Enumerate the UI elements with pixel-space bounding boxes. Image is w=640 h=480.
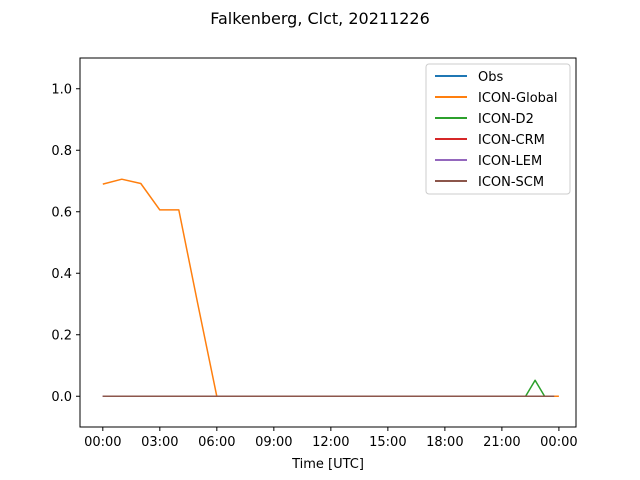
- plot-frame: [79, 57, 577, 428]
- x-axis: 00:00 03:00 06:00 09:00 12:00 15:00 18:00 21:00…: [84, 427, 578, 450]
- legend-entry-label: ICON-CRM: [478, 133, 545, 148]
- y-tick-label: 0.8: [51, 144, 72, 159]
- y-tick-label: 1.0: [51, 82, 72, 97]
- x-axis-label: Time [UTC]: [291, 457, 364, 472]
- y-tick-label: 0.2: [51, 328, 72, 343]
- y-tick-label: 0.6: [51, 205, 72, 220]
- legend-entry-label: ICON-D2: [478, 112, 534, 127]
- legend-entry-label: Obs: [478, 70, 503, 85]
- x-tick-label: 12:00: [312, 435, 349, 450]
- x-tick-label: 06:00: [198, 435, 235, 450]
- x-tick-label: 18:00: [426, 435, 463, 450]
- series-line-icon-global: [102, 178, 559, 398]
- x-tick-label: 09:00: [255, 435, 292, 450]
- legend-entry-label: ICON-SCM: [478, 175, 544, 190]
- x-tick-label: 21:00: [483, 435, 520, 450]
- series-layer: [102, 178, 559, 398]
- series-line-icon-d2: [102, 379, 555, 398]
- legend-entry-label: ICON-LEM: [478, 154, 542, 169]
- legend-entry-label: ICON-Global: [478, 91, 558, 106]
- x-tick-label: 15:00: [369, 435, 406, 450]
- x-tick-label: 03:00: [141, 435, 178, 450]
- plot-area: [79, 57, 577, 428]
- chart-title: Falkenberg, Clct, 20211226: [210, 9, 430, 28]
- y-tick-label: 0.0: [51, 390, 72, 405]
- y-axis: 0.0 0.2 0.4 0.6 0.8 1.0: [51, 82, 80, 405]
- y-tick-label: 0.4: [51, 267, 72, 282]
- x-tick-label: 00:00: [84, 435, 121, 450]
- legend: Obs ICON-Global ICON-D2 ICON-CRM ICON-LEM ICO…: [425, 63, 571, 195]
- x-tick-label: 00:00: [540, 435, 577, 450]
